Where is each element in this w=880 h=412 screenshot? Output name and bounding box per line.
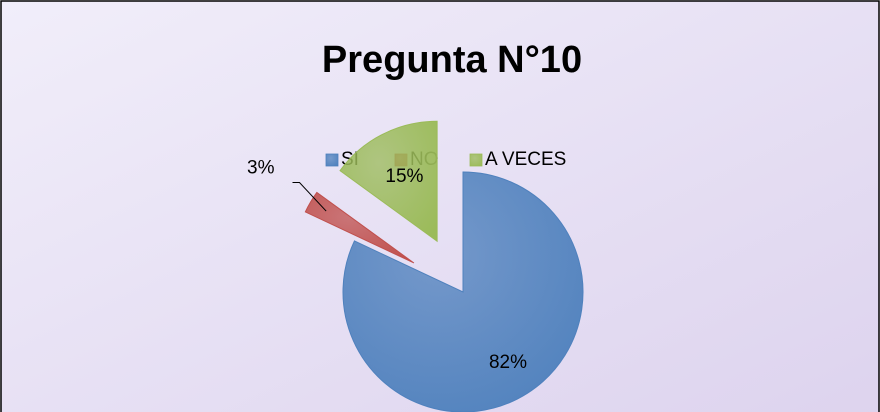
pie-slice [339,120,438,243]
data-label: 15% [385,166,423,187]
chart-title: Pregunta N°10 [322,39,582,81]
data-label: 3% [247,158,275,179]
legend-swatch [469,153,483,167]
legend-label: A VECES [485,149,566,170]
pie-slice [342,171,584,412]
legend-swatch [325,153,339,167]
leader-line [292,182,327,212]
data-label: 82% [489,352,527,373]
pie-slice [304,191,415,264]
